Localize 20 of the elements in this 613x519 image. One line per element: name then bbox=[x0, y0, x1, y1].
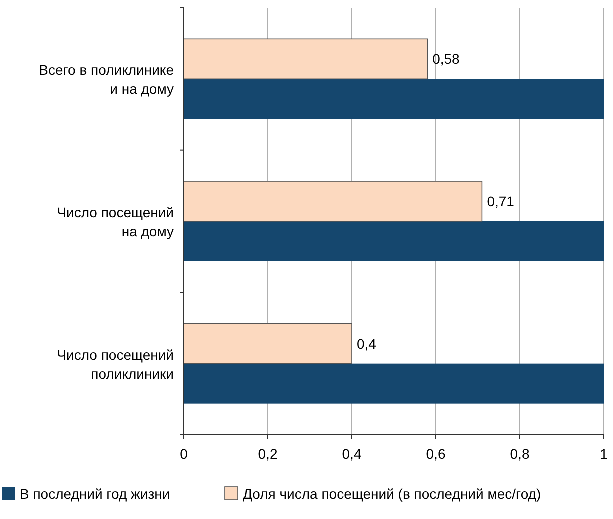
y-tick-label: Всего в поликлинике и на дому bbox=[39, 62, 174, 98]
bar bbox=[184, 364, 604, 404]
data-label: 0,58 bbox=[432, 51, 460, 68]
x-tick-label: 1 bbox=[600, 446, 608, 462]
x-tick-label: 0,4 bbox=[342, 446, 362, 462]
bar bbox=[184, 181, 483, 222]
y-tick-label: Число посещений поликлиники bbox=[57, 346, 174, 382]
legend-label: В последний год жизни bbox=[20, 486, 170, 502]
data-label: 0,4 bbox=[357, 336, 377, 352]
bar bbox=[184, 79, 604, 120]
y-tick-label: Число посещений на дому bbox=[57, 204, 174, 240]
x-tick-label: 0,6 bbox=[426, 446, 446, 462]
x-tick-label: 0,2 bbox=[258, 446, 278, 462]
bar bbox=[184, 222, 604, 262]
data-label: 0,71 bbox=[487, 194, 515, 210]
bar bbox=[184, 323, 352, 364]
bar bbox=[184, 38, 428, 80]
legend-label: Доля числа посещений (в последний мес/год) bbox=[243, 486, 542, 502]
x-tick-label: 0,8 bbox=[510, 446, 530, 462]
x-tick-label: 0 bbox=[180, 446, 188, 462]
